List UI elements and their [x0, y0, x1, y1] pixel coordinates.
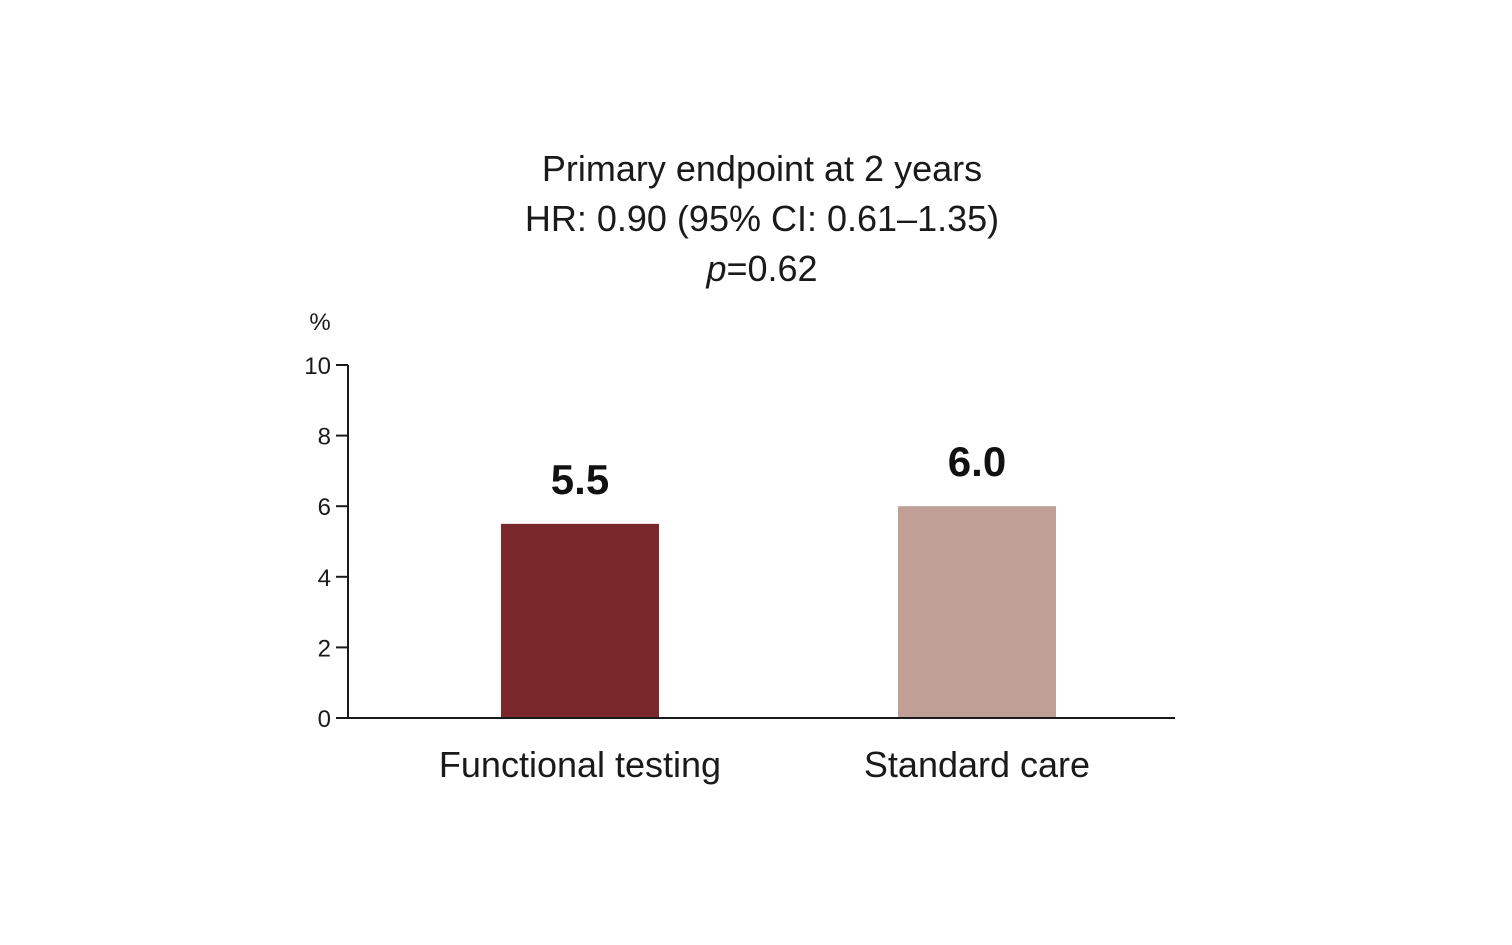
- bar-2: [898, 506, 1056, 718]
- chart-title-line-2: HR: 0.90 (95% CI: 0.61–1.35): [525, 198, 999, 239]
- y-axis-unit-label: %: [309, 309, 330, 336]
- x-category-label-2: Standard care: [864, 744, 1090, 785]
- y-tick-label-8: 8: [318, 424, 331, 451]
- bar-value-label-2: 6.0: [948, 438, 1006, 485]
- y-tick-label-6: 6: [318, 494, 331, 521]
- x-category-label-1: Functional testing: [439, 744, 721, 785]
- p-value-text: =0.62: [726, 248, 817, 289]
- chart-title-line-1: Primary endpoint at 2 years: [542, 148, 982, 189]
- y-tick-label-0: 0: [318, 706, 331, 733]
- p-value-label: p=0.62: [705, 248, 817, 289]
- chart-marks: 0 2 4 6 8 10 Functional testing Standard care 5.…: [304, 353, 1175, 785]
- y-tick-label-2: 2: [318, 635, 331, 662]
- bar-value-label-1: 5.5: [551, 456, 609, 503]
- p-symbol: p: [705, 248, 726, 289]
- bar-1: [501, 523, 659, 718]
- y-tick-label-4: 4: [318, 565, 331, 592]
- y-tick-label-10: 10: [304, 353, 331, 380]
